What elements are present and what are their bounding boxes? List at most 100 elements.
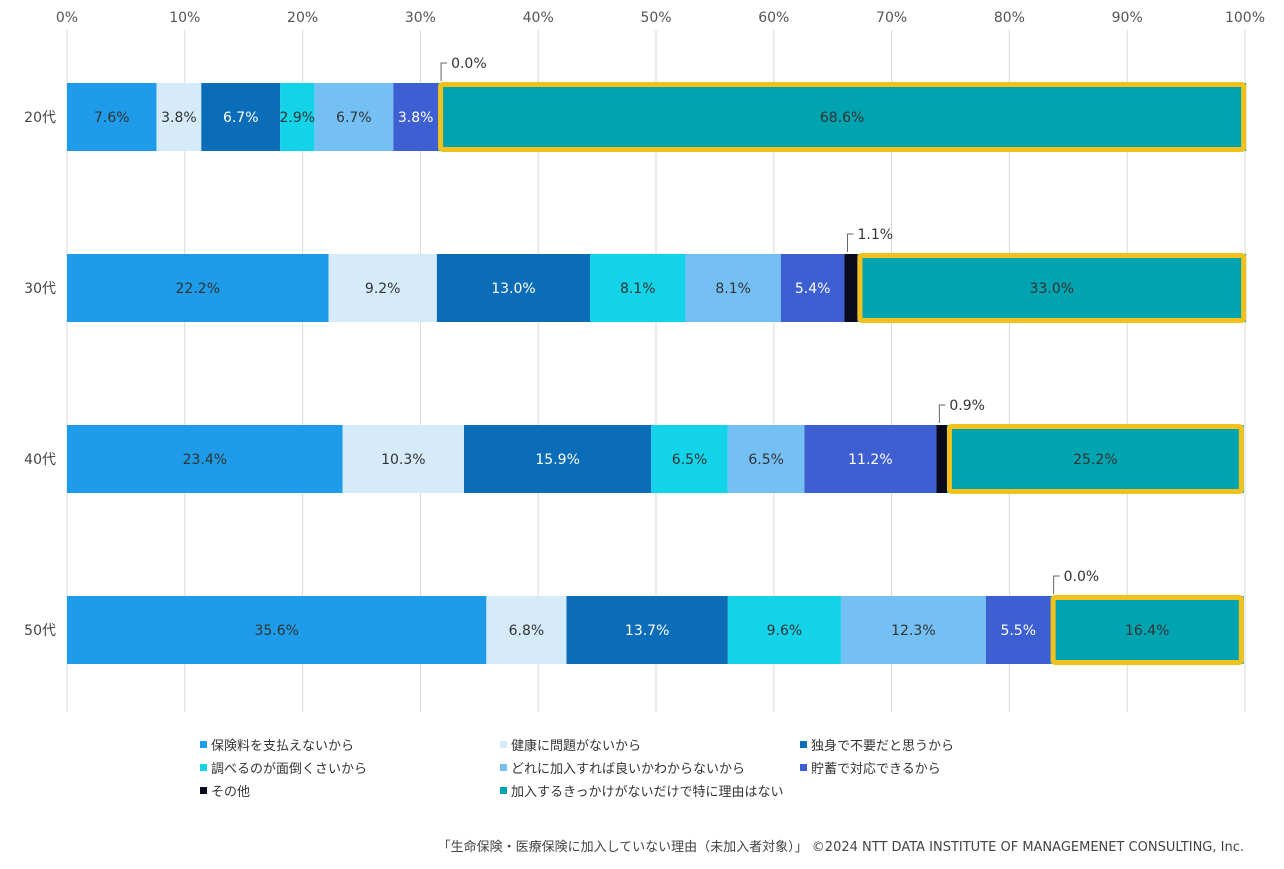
data-label: 13.7%	[625, 623, 669, 639]
data-label: 5.5%	[1000, 623, 1036, 639]
bar-segment	[67, 254, 329, 322]
bar-segment	[1050, 596, 1244, 664]
bar-segment	[436, 254, 591, 322]
data-label: 8.1%	[620, 281, 656, 297]
bar-segment	[844, 254, 858, 322]
bar-segment	[342, 425, 464, 493]
data-label: 7.6%	[94, 110, 130, 126]
legend-label: 加入するきっかけがないだけで特に理由はない	[511, 784, 784, 800]
x-tick-label: 10%	[169, 10, 200, 26]
legend-label: 独身で不要だと思うから	[811, 738, 955, 754]
legend-swatch	[200, 740, 207, 748]
bar-segment	[840, 596, 986, 664]
highlight-frame	[1050, 595, 1244, 665]
legend-item: 保険料を支払えないから	[200, 734, 500, 754]
bar-segment	[727, 425, 805, 493]
data-label: 6.7%	[336, 110, 372, 126]
data-label: 35.6%	[254, 623, 298, 639]
data-label: 15.9%	[535, 452, 579, 468]
bar-segment	[566, 596, 728, 664]
bar-segment	[438, 83, 1247, 151]
legend-item: どれに加入すれば良いかわからないから	[500, 757, 800, 777]
chart-legend: 保険料を支払えないから 健康に問題がないから 独身で不要だと思うから調べるのが面倒く…	[200, 734, 1080, 800]
legend-item: 調べるのが面倒くさいから	[200, 757, 500, 777]
bar-segment	[201, 83, 281, 151]
bar-segments	[67, 82, 1247, 665]
data-label: 16.4%	[1125, 623, 1169, 639]
x-tick-label: 90%	[1112, 10, 1143, 26]
data-label: 6.8%	[509, 623, 545, 639]
bar-segment	[985, 596, 1051, 664]
legend-label: 保険料を支払えないから	[211, 738, 355, 754]
x-tick-label: 70%	[876, 10, 907, 26]
data-label: 33.0%	[1030, 281, 1074, 297]
legend-item: 健康に問題がないから	[500, 734, 800, 754]
data-label: 11.2%	[848, 452, 892, 468]
callout-leader	[846, 233, 854, 252]
legend-swatch	[500, 763, 507, 771]
bar-segment	[780, 254, 845, 322]
legend-swatch	[200, 786, 207, 794]
x-axis-ticks: 0% 10% 20% 30% 40% 50% 60% 70% 80% 90% 100%	[56, 10, 1265, 26]
data-label: 23.4%	[183, 452, 227, 468]
bar-segment	[393, 83, 439, 151]
highlight-frame	[438, 82, 1247, 152]
legend-swatch	[500, 786, 507, 794]
bar-segment	[486, 596, 567, 664]
x-tick-label: 0%	[56, 10, 78, 26]
bar-segment	[685, 254, 781, 322]
legend-swatch	[800, 740, 807, 748]
data-label: 10.3%	[381, 452, 425, 468]
bar-segment	[936, 425, 947, 493]
bar-segment	[67, 83, 157, 151]
y-category-label: 40代	[24, 452, 56, 468]
data-label: 68.6%	[820, 110, 864, 126]
y-category-label: 20代	[24, 110, 56, 126]
bar-segment	[67, 596, 487, 664]
data-label: 12.3%	[891, 623, 935, 639]
x-tick-label: 60%	[758, 10, 789, 26]
bar-segment	[314, 83, 394, 151]
x-tick-label: 80%	[994, 10, 1025, 26]
bar-segment	[463, 425, 652, 493]
data-labels: 7.6% 3.8% 6.7% 2.9% 6.7% 3.8% 0.0% 68.6% 22.2% 9.…	[94, 56, 1169, 639]
callout-leader	[1053, 575, 1060, 594]
data-label: 3.8%	[398, 110, 434, 126]
data-label: 1.1%	[857, 227, 893, 243]
y-axis-categories: 20代 30代 40代 50代	[24, 110, 56, 639]
legend-label: どれに加入すれば良いかわからないから	[511, 761, 746, 777]
x-tick-label: 20%	[287, 10, 318, 26]
legend-label: 調べるのが面倒くさいから	[211, 761, 368, 777]
bar-segment	[280, 83, 315, 151]
y-category-label: 50代	[24, 623, 56, 639]
y-category-label: 30代	[24, 281, 56, 297]
legend-label: その他	[211, 784, 251, 800]
data-label: 2.9%	[280, 110, 316, 126]
data-label: 25.2%	[1073, 452, 1117, 468]
legend-swatch	[800, 763, 807, 771]
data-label: 6.5%	[672, 452, 708, 468]
bar-segment	[727, 596, 841, 664]
legend-item: 独身で不要だと思うから	[800, 734, 1080, 754]
bar-segment	[328, 254, 437, 322]
data-label: 9.6%	[767, 623, 803, 639]
bar-segment	[804, 425, 937, 493]
legend-item: 加入するきっかけがないだけで特に理由はない	[500, 780, 800, 800]
data-label: 0.0%	[451, 56, 487, 72]
highlight-frame	[857, 253, 1247, 323]
bar-segment	[156, 83, 202, 151]
data-label: 8.1%	[715, 281, 751, 297]
legend-label: 貯蓄で対応できるから	[811, 761, 941, 777]
x-tick-label: 40%	[523, 10, 554, 26]
data-label: 0.9%	[949, 398, 985, 414]
bar-segment	[67, 425, 343, 493]
x-tick-label: 30%	[405, 10, 436, 26]
callout-leader	[440, 62, 448, 81]
bar-segment	[651, 425, 728, 493]
legend-label: 健康に問題がないから	[511, 738, 642, 754]
highlight-frame	[946, 424, 1244, 494]
data-label: 0.0%	[1064, 569, 1100, 585]
legend-item: その他	[200, 780, 500, 800]
bar-segment	[946, 425, 1244, 493]
